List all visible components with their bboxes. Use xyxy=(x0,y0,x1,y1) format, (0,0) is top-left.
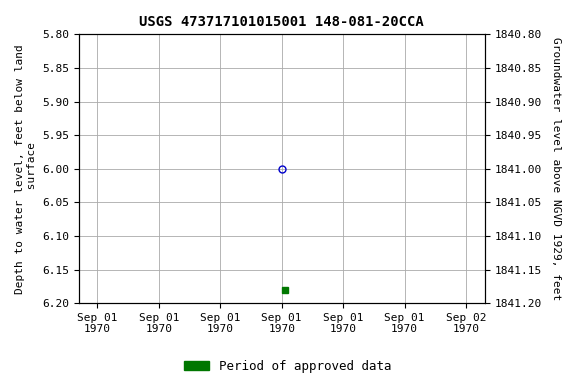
Y-axis label: Groundwater level above NGVD 1929, feet: Groundwater level above NGVD 1929, feet xyxy=(551,37,561,300)
Title: USGS 473717101015001 148-081-20CCA: USGS 473717101015001 148-081-20CCA xyxy=(139,15,424,29)
Legend: Period of approved data: Period of approved data xyxy=(179,355,397,378)
Y-axis label: Depth to water level, feet below land
 surface: Depth to water level, feet below land su… xyxy=(15,44,37,294)
